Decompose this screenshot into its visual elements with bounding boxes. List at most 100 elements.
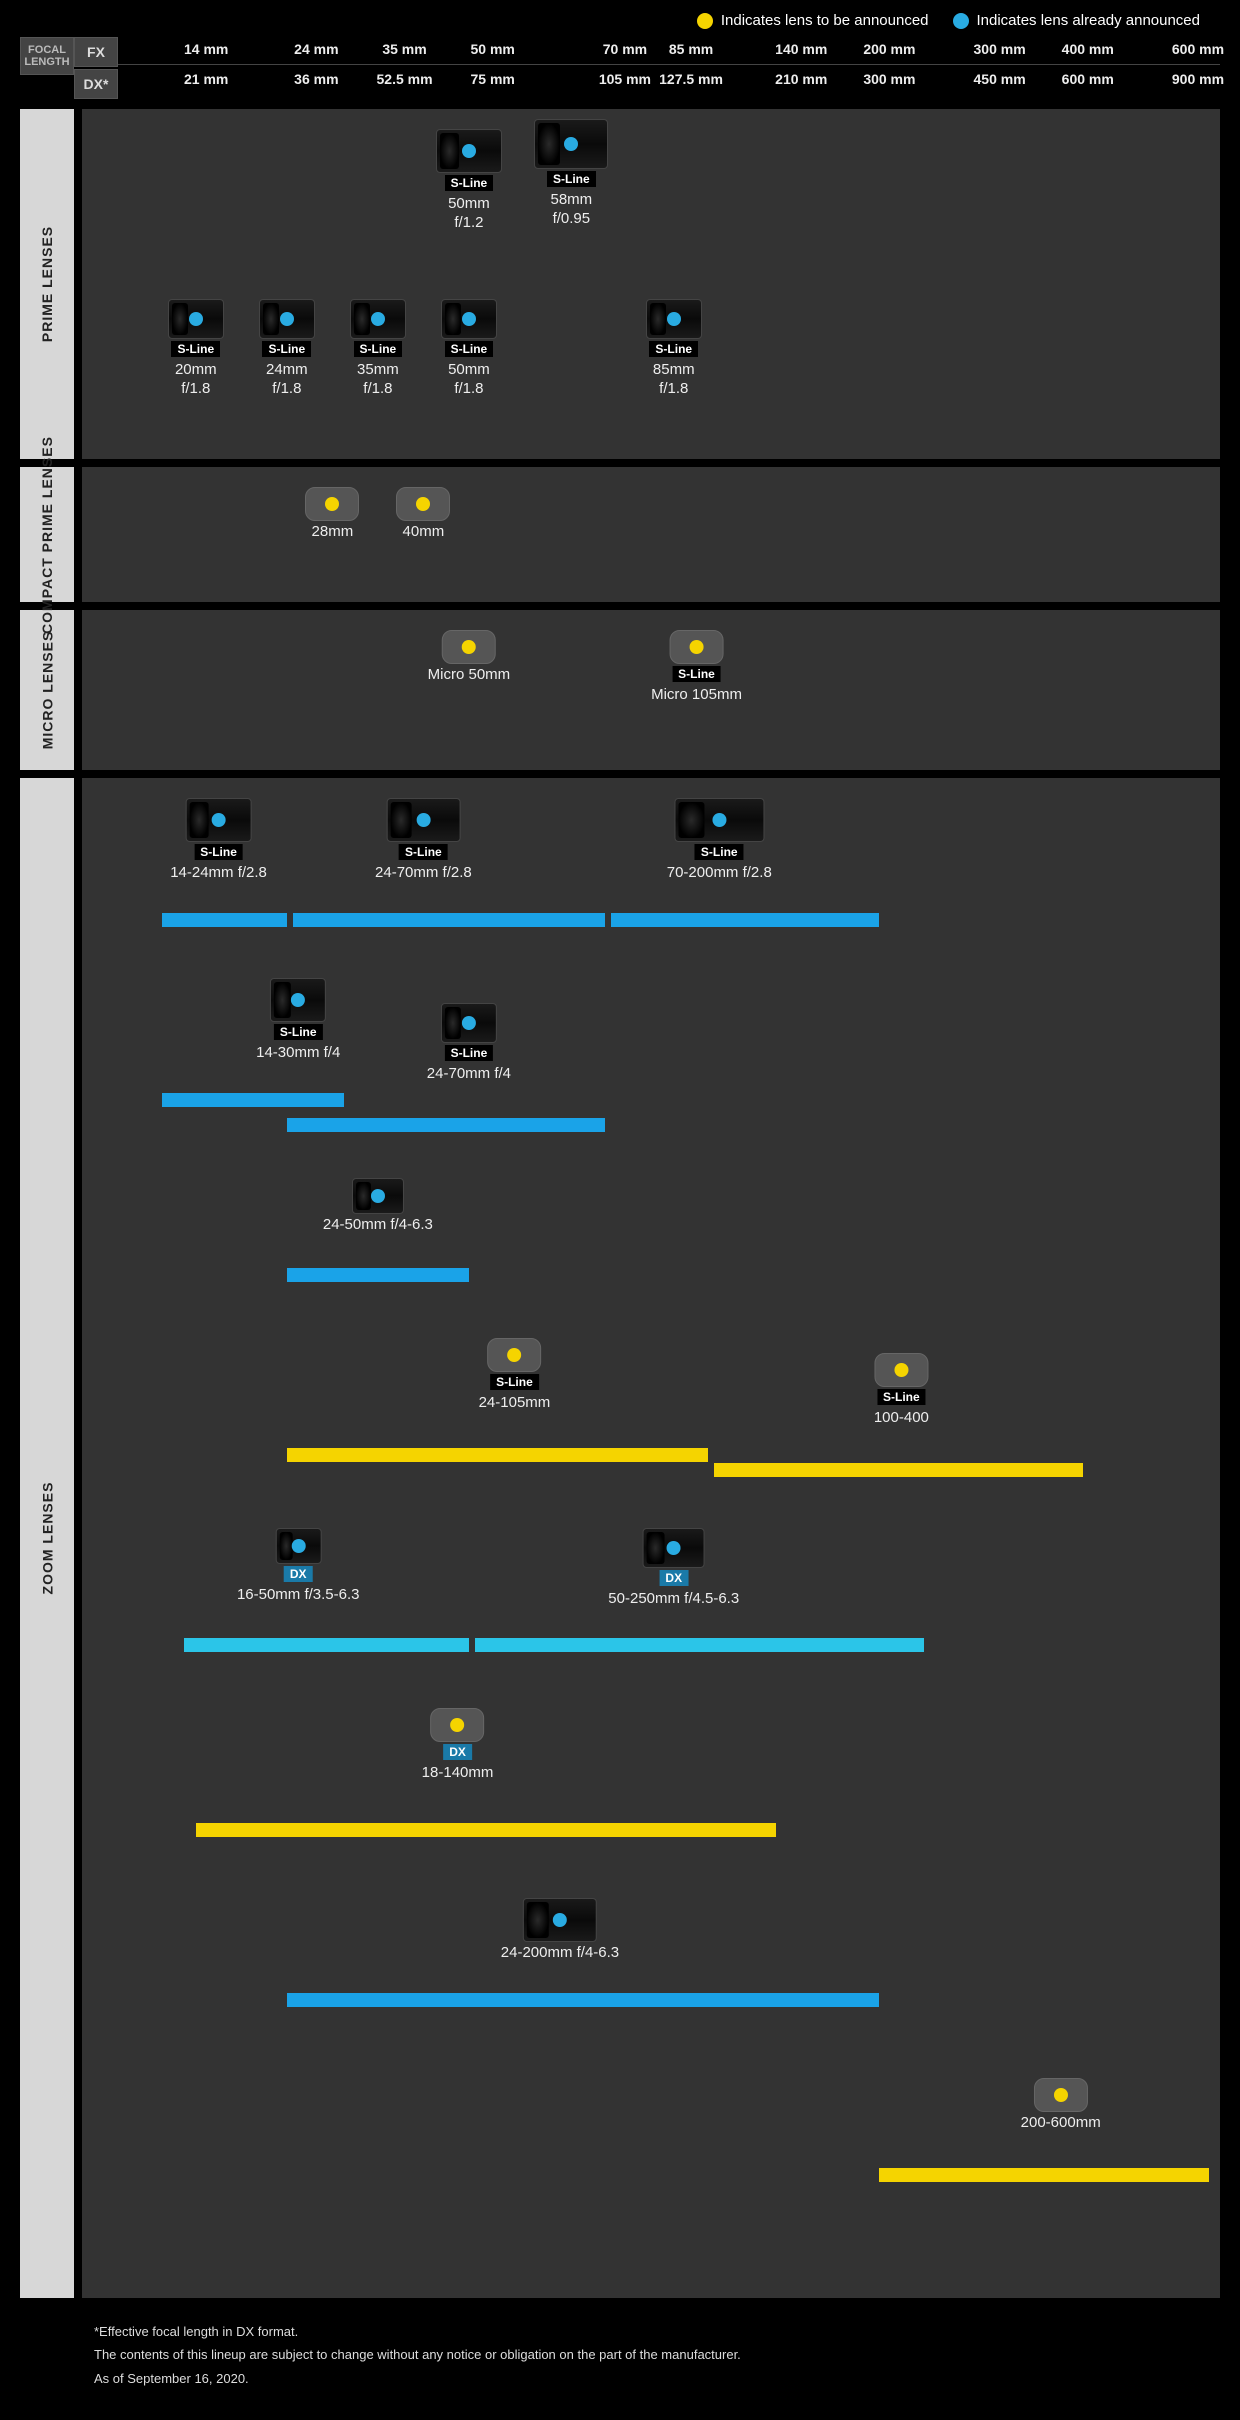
axis-tick: 24 mm	[294, 41, 338, 57]
lens-40: 40mm	[396, 487, 450, 542]
status-dot-icon	[189, 312, 203, 326]
text: LENGTH	[24, 56, 69, 68]
lens-label: 24-70mm f/4	[427, 1065, 511, 1084]
lens-image	[350, 299, 406, 339]
lens-50-12: S-Line50mmf/1.2	[436, 129, 502, 233]
section-body: S-Line50mmf/1.2S-Line58mmf/0.95S-Line20m…	[82, 109, 1220, 459]
lens-placeholder-icon	[442, 630, 496, 664]
range-bar	[293, 913, 606, 927]
lens-label: 50mm	[448, 195, 490, 214]
legend-text: Indicates lens to be announced	[721, 12, 929, 29]
axis-header: FOCAL LENGTH FX DX* 14 mm24 mm35 mm50 mm…	[20, 37, 1220, 101]
legend-pending: Indicates lens to be announced	[697, 12, 929, 29]
lens-badge: S-Line	[262, 341, 311, 357]
section-compact: COMPACT PRIME LENSES28mm40mm	[20, 467, 1220, 602]
lens-label: Micro 50mm	[428, 666, 511, 685]
lens-placeholder-icon	[487, 1338, 541, 1372]
status-dot-icon	[462, 640, 476, 654]
lens-badge: S-Line	[399, 844, 448, 860]
status-dot-icon	[212, 813, 226, 827]
lens-placeholder-icon	[431, 1708, 485, 1742]
focal-length-label: FOCAL LENGTH	[20, 37, 74, 101]
section-zoom: ZOOM LENSESS-Line14-24mm f/2.8S-Line24-7…	[20, 778, 1220, 2298]
lens-200-600: 200-600mm	[1021, 2078, 1101, 2133]
status-dot-icon	[462, 312, 476, 326]
dot-icon	[953, 13, 969, 29]
lens-18-140: DX18-140mm	[422, 1708, 494, 1783]
axis-tick: 210 mm	[775, 71, 827, 87]
lens-image	[186, 798, 252, 842]
lens-58-095: S-Line58mmf/0.95	[534, 119, 608, 229]
lens-24-70-4: S-Line 24-70mm f/4	[427, 1003, 511, 1084]
lens-label: f/1.2	[454, 214, 483, 233]
fx-axis: 14 mm24 mm35 mm50 mm70 mm85 mm140 mm200 …	[118, 37, 1220, 65]
lens-label: 85mm	[653, 361, 695, 380]
status-dot-icon	[371, 1189, 385, 1203]
status-dot-icon	[416, 813, 430, 827]
status-dot-icon	[712, 813, 726, 827]
lens-badge: S-Line	[274, 1024, 323, 1040]
lens-image	[352, 1178, 404, 1214]
legend-announced: Indicates lens already announced	[953, 12, 1201, 29]
status-dot-icon	[553, 1913, 567, 1927]
lens-image	[441, 1003, 497, 1043]
lens-label: 50-250mm f/4.5-6.3	[608, 1590, 739, 1609]
lens-label: 16-50mm f/3.5-6.3	[237, 1586, 360, 1605]
status-dot-icon	[894, 1363, 908, 1377]
lens-badge: S-Line	[445, 341, 494, 357]
lens-badge: S-Line	[695, 844, 744, 860]
lens-placeholder-icon	[305, 487, 359, 521]
lens-image	[270, 978, 326, 1022]
status-dot-icon	[291, 993, 305, 1007]
axis-tick: 200 mm	[863, 41, 915, 57]
lens-50-18: S-Line50mmf/1.8	[441, 299, 497, 399]
lens-label: 50mm	[448, 361, 490, 380]
lens-badge: S-Line	[490, 1374, 539, 1390]
status-dot-icon	[667, 312, 681, 326]
lens-24-105: S-Line24-105mm	[479, 1338, 551, 1413]
status-dot-icon	[280, 312, 294, 326]
status-dot-icon	[564, 137, 578, 151]
lens-badge: S-Line	[354, 341, 403, 357]
legend: Indicates lens to be announced Indicates…	[20, 0, 1220, 37]
range-bar	[714, 1463, 1084, 1477]
axis-tick: 300 mm	[863, 71, 915, 87]
axis-tick: 900 mm	[1172, 71, 1224, 87]
range-bar	[287, 1448, 708, 1462]
axis-tick: 85 mm	[669, 41, 713, 57]
section-body: S-Line14-24mm f/2.8 S-Line 24-70mm f/2.8 S-…	[82, 778, 1220, 2298]
range-bar	[475, 1638, 925, 1652]
status-dot-icon	[667, 1541, 681, 1555]
lens-label: 24-70mm f/2.8	[375, 864, 472, 883]
lens-label: 20mm	[175, 361, 217, 380]
section-title: PRIME LENSES	[20, 109, 74, 459]
axis-tick: 21 mm	[184, 71, 228, 87]
status-dot-icon	[325, 497, 339, 511]
axis-tick: 50 mm	[470, 41, 514, 57]
lens-14-24: S-Line14-24mm f/2.8	[170, 798, 267, 883]
lens-label: 58mm	[550, 191, 592, 210]
axis-tick: 75 mm	[470, 71, 514, 87]
range-bar	[287, 1993, 879, 2007]
axis-tick: 14 mm	[184, 41, 228, 57]
range-bar	[879, 2168, 1209, 2182]
lens-image	[259, 299, 315, 339]
status-dot-icon	[462, 144, 476, 158]
lens-m50: Micro 50mm	[428, 630, 511, 685]
footnote: *Effective focal length in DX format.	[94, 2320, 1220, 2343]
lens-placeholder-icon	[670, 630, 724, 664]
lens-badge: S-Line	[877, 1389, 926, 1405]
section-prime: PRIME LENSESS-Line50mmf/1.2S-Line58mmf/0…	[20, 109, 1220, 459]
lens-badge: S-Line	[445, 1045, 494, 1061]
dot-icon	[697, 13, 713, 29]
dx-label: DX*	[74, 69, 118, 99]
lens-label: 24mm	[266, 361, 308, 380]
lens-24-18: S-Line24mmf/1.8	[259, 299, 315, 399]
lens-label: 200-600mm	[1021, 2114, 1101, 2133]
status-dot-icon	[451, 1718, 465, 1732]
axis-tick: 70 mm	[603, 41, 647, 57]
lens-label: 14-30mm f/4	[256, 1044, 340, 1063]
axis-tick: 36 mm	[294, 71, 338, 87]
section-title: COMPACT PRIME LENSES	[20, 467, 74, 602]
range-bar	[184, 1638, 469, 1652]
